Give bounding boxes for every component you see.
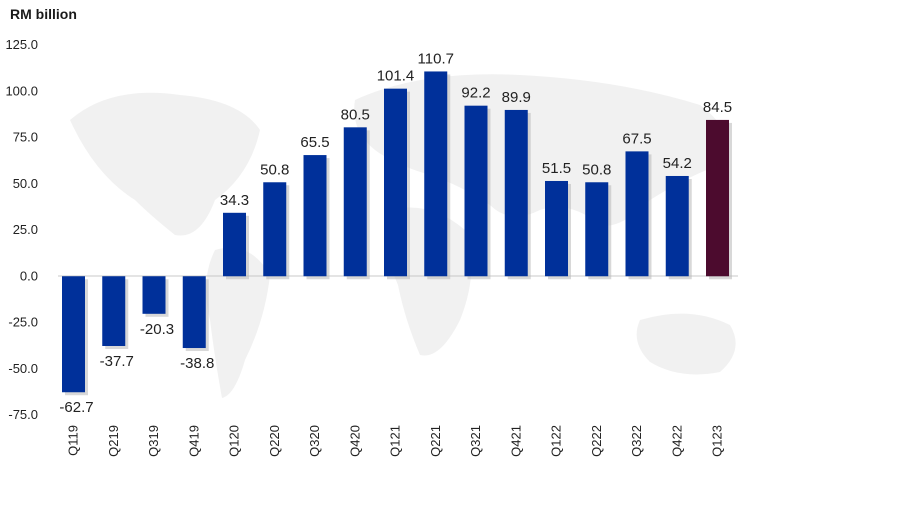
bar-Q122 [545,181,568,276]
bar-Q220 [263,182,286,276]
data-label: 50.8 [582,161,611,178]
bar-Q420 [344,127,367,276]
y-tick-label: 25.0 [13,222,38,237]
x-tick-label: Q220 [267,425,282,457]
data-label: 50.8 [260,161,289,178]
bar-Q222 [585,182,608,276]
x-tick-label: Q319 [146,425,161,457]
y-tick-label: -25.0 [8,315,38,330]
y-tick-label: -75.0 [8,407,38,422]
bar-Q221 [424,71,447,276]
data-label: 51.5 [542,160,571,177]
x-axis: Q119 Q219 Q319 Q419 Q120 Q220 Q320 Q420 Q121 Q221… [66,425,725,457]
bar-Q320 [304,155,327,276]
bar-Q121 [384,89,407,277]
data-label: 34.3 [220,192,249,209]
x-tick-label: Q120 [227,425,242,457]
data-label: -38.8 [180,355,214,372]
data-label: 110.7 [418,50,454,67]
data-label: 54.2 [663,155,692,172]
bar-Q321 [465,106,488,277]
y-tick-label: 100.0 [5,83,38,98]
x-tick-label: Q219 [106,425,121,457]
data-label: 92.2 [461,85,490,102]
data-label: -62.7 [59,399,93,416]
data-label: 67.5 [622,130,651,147]
x-tick-label: Q422 [669,425,684,457]
data-label: 80.5 [341,106,370,123]
x-tick-label: Q320 [307,425,322,457]
bar-Q120 [223,213,246,276]
y-tick-label: 125.0 [5,37,38,52]
y-tick-label: -50.0 [8,361,38,376]
x-tick-label: Q419 [186,425,201,457]
bar-Q419 [183,276,206,348]
data-label: -37.7 [100,353,134,370]
x-tick-label: Q121 [388,425,403,457]
data-label: 89.9 [502,89,531,106]
x-tick-label: Q221 [428,425,443,457]
bar-Q422 [666,176,689,276]
y-tick-label: 50.0 [13,176,38,191]
bar-Q421 [505,110,528,276]
x-tick-label: Q122 [549,425,564,457]
x-tick-label: Q420 [347,425,362,457]
y-axis: 125.0 100.0 75.0 50.0 25.0 0.0 -25.0 -50.0 -75.0 [5,37,38,422]
data-label: 84.5 [703,99,732,116]
data-label: 65.5 [300,134,329,151]
x-tick-label: Q321 [468,425,483,457]
y-tick-label: 75.0 [13,130,38,145]
bar-Q322 [626,151,649,276]
x-tick-label: Q322 [629,425,644,457]
bar-Q119 [62,276,85,392]
x-tick-label: Q222 [589,425,604,457]
bar-Q319 [143,276,166,314]
bar-Q123 [706,120,729,276]
data-label: -20.3 [140,321,174,338]
x-tick-label: Q119 [66,425,81,456]
x-tick-label: Q421 [508,425,523,457]
data-label: 101.4 [377,68,415,85]
x-tick-label: Q123 [710,425,725,457]
y-tick-label: 0.0 [20,268,38,283]
bar-Q219 [102,276,125,346]
